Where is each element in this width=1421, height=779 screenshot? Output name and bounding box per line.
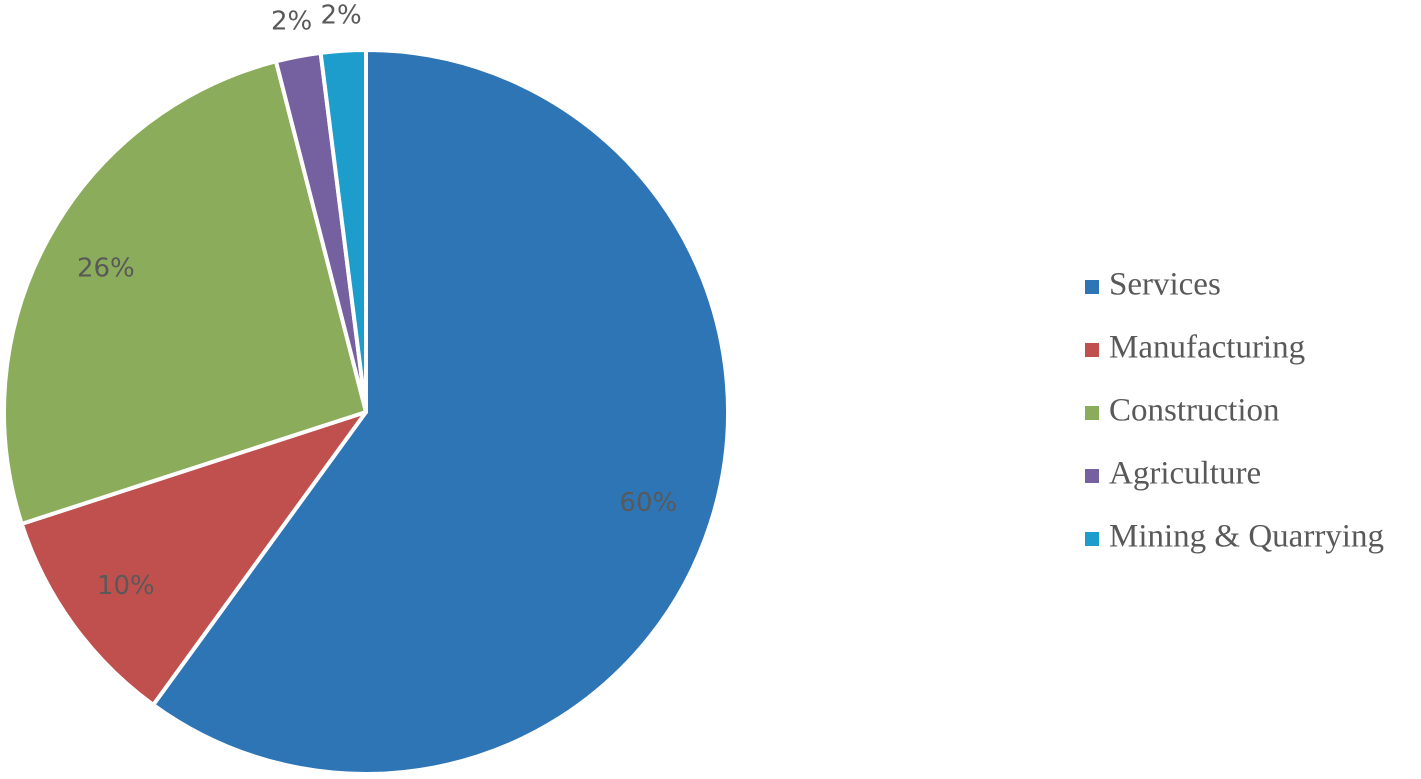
data-label: 2% [271,7,312,37]
legend-swatch [1085,469,1099,483]
legend-label: Agriculture [1109,456,1261,492]
legend-swatch [1085,532,1099,546]
legend-swatch [1085,343,1099,357]
data-label: 26% [77,253,135,283]
pie-slice [2,59,368,526]
legend-label: Construction [1109,393,1280,429]
pie-slice [318,48,368,414]
pie-slice [19,410,368,707]
data-label: 2% [320,0,361,30]
legend-swatch [1085,280,1099,294]
data-label: 10% [97,571,155,601]
data-label: 60% [619,488,677,518]
legend-label: Services [1109,267,1221,303]
legend-label: Mining & Quarrying [1109,519,1384,555]
legend-swatch [1085,406,1099,420]
pie-slice [151,48,730,776]
legend-label: Manufacturing [1109,330,1305,366]
